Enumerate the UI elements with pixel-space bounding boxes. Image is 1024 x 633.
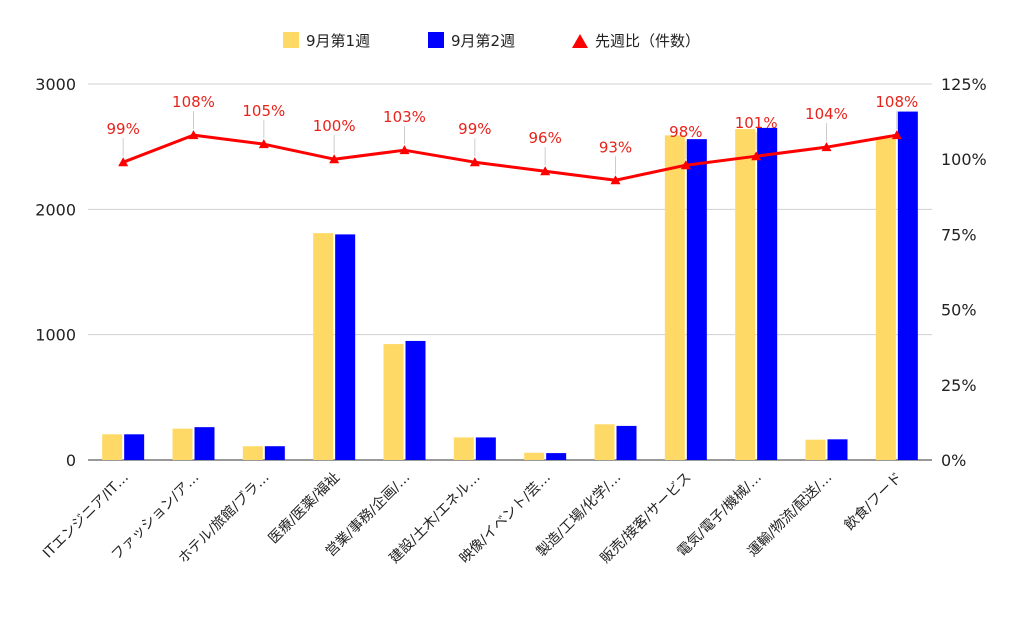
bar-series-2 [124, 434, 145, 460]
legend-marker-series-3 [572, 34, 588, 48]
bar-series-1 [242, 446, 263, 460]
bar-series-1 [102, 434, 123, 460]
right-tick-label: 0% [941, 451, 966, 470]
bar-series-1 [453, 437, 474, 460]
bar-series-2 [827, 439, 848, 460]
category-labels: ITエンジニア/IT…ファッション/ア…ホテル/旅館/ブラ…医療/医薬/福祉営業… [40, 469, 906, 567]
ratio-point [118, 157, 129, 167]
data-labels: 99% 108% 105% 100% 103% 99% 96% 93% 98% 101% 104% 1… [106, 93, 918, 175]
data-label: 105% [242, 102, 285, 120]
ratio-line-path [122, 133, 898, 182]
data-label: 99% [458, 120, 491, 138]
bar-series-1 [735, 129, 756, 460]
left-tick-label: 3000 [35, 75, 76, 94]
legend: 9月第1週 9月第2週 先週比（件数） [283, 32, 700, 50]
bar-series-1 [875, 137, 896, 461]
right-tick-label: 100% [941, 150, 987, 169]
data-label: 93% [599, 138, 632, 156]
bar-series-2 [897, 111, 918, 460]
bar-series-2 [264, 446, 285, 460]
left-tick-label: 0 [66, 451, 76, 470]
data-label: 100% [313, 117, 356, 135]
bar-series-2 [405, 340, 426, 460]
data-label: 96% [528, 129, 561, 147]
data-label: 101% [735, 114, 778, 132]
right-axis-ticks: 0% 25% 50% 75% 100% 125% [941, 75, 987, 470]
right-tick-label: 25% [941, 376, 977, 395]
ratio-point [329, 154, 340, 164]
bars [102, 111, 918, 461]
bar-series-2 [616, 425, 637, 460]
data-label: 99% [106, 120, 139, 138]
legend-label-series-3: 先週比（件数） [595, 32, 700, 50]
right-tick-label: 50% [941, 301, 977, 320]
left-axis-ticks: 0 1000 2000 3000 [35, 75, 76, 470]
ratio-point [891, 130, 902, 140]
right-tick-label: 75% [941, 225, 977, 244]
bar-series-2 [757, 127, 778, 460]
bar-series-2 [546, 453, 567, 460]
ratio-point [680, 160, 691, 170]
legend-label-series-2: 9月第2週 [451, 32, 515, 50]
legend-label-series-1: 9月第1週 [306, 32, 370, 50]
ratio-line [118, 130, 902, 185]
category-label: 医療/医薬/福祉 [265, 469, 343, 547]
ratio-point [540, 166, 551, 176]
legend-swatch-series-2 [428, 32, 444, 48]
ratio-point [188, 130, 199, 140]
bar-series-1 [664, 135, 685, 461]
data-label: 108% [172, 93, 215, 111]
legend-swatch-series-1 [283, 32, 299, 48]
right-tick-label: 125% [941, 75, 987, 94]
bar-series-1 [524, 452, 545, 460]
ratio-point [469, 157, 480, 167]
bar-series-1 [383, 344, 404, 460]
data-label: 98% [669, 123, 702, 141]
ratio-point [258, 139, 269, 149]
ratio-point [821, 142, 832, 152]
data-label: 104% [805, 105, 848, 123]
data-label: 103% [383, 108, 426, 126]
left-tick-label: 2000 [35, 200, 76, 219]
category-label: 飲食/フード [841, 469, 906, 534]
left-tick-label: 1000 [35, 326, 76, 345]
ratio-point [751, 151, 762, 161]
bar-series-1 [805, 439, 826, 460]
data-label: 108% [875, 93, 918, 111]
bar-series-2 [475, 437, 496, 460]
bar-series-1 [313, 233, 334, 460]
bar-series-1 [172, 428, 193, 460]
bar-series-2 [335, 234, 356, 460]
bar-series-2 [194, 427, 215, 460]
ratio-point [610, 175, 621, 185]
ratio-point [399, 145, 410, 155]
gridlines [88, 83, 932, 461]
bar-series-1 [594, 424, 615, 460]
bar-series-2 [686, 139, 707, 460]
